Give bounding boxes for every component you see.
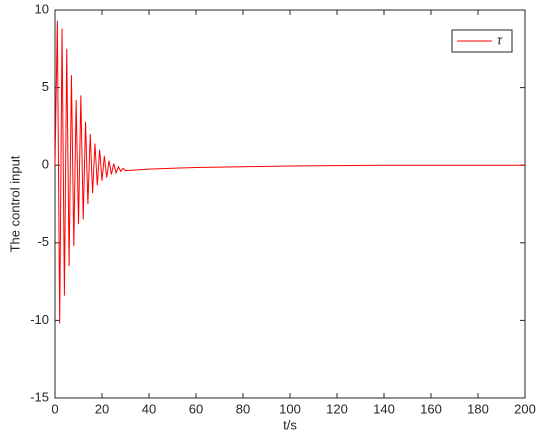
x-tick-label: 140 [373,401,395,416]
y-tick-label: -15 [30,389,49,404]
y-tick-label: 0 [42,157,49,172]
y-axis-label: The control input [7,155,22,252]
data-line [54,20,525,324]
y-tick-label: 10 [35,1,49,16]
y-tick-label: -10 [30,312,49,327]
x-tick-label: 120 [326,401,348,416]
x-axis-label: t/s [283,417,297,432]
y-tick-label: 5 [42,79,49,94]
x-tick-label: 80 [236,401,250,416]
x-tick-label: 0 [51,401,58,416]
legend-label: τ [497,32,503,47]
x-tick-label: 200 [514,401,536,416]
x-tick-label: 20 [95,401,109,416]
x-tick-label: 40 [142,401,156,416]
x-tick-label: 100 [279,401,301,416]
x-tick-label: 180 [467,401,489,416]
x-tick-label: 160 [420,401,442,416]
y-tick-label: -5 [37,234,49,249]
plot-frame [54,9,526,399]
x-tick-label: 60 [189,401,203,416]
